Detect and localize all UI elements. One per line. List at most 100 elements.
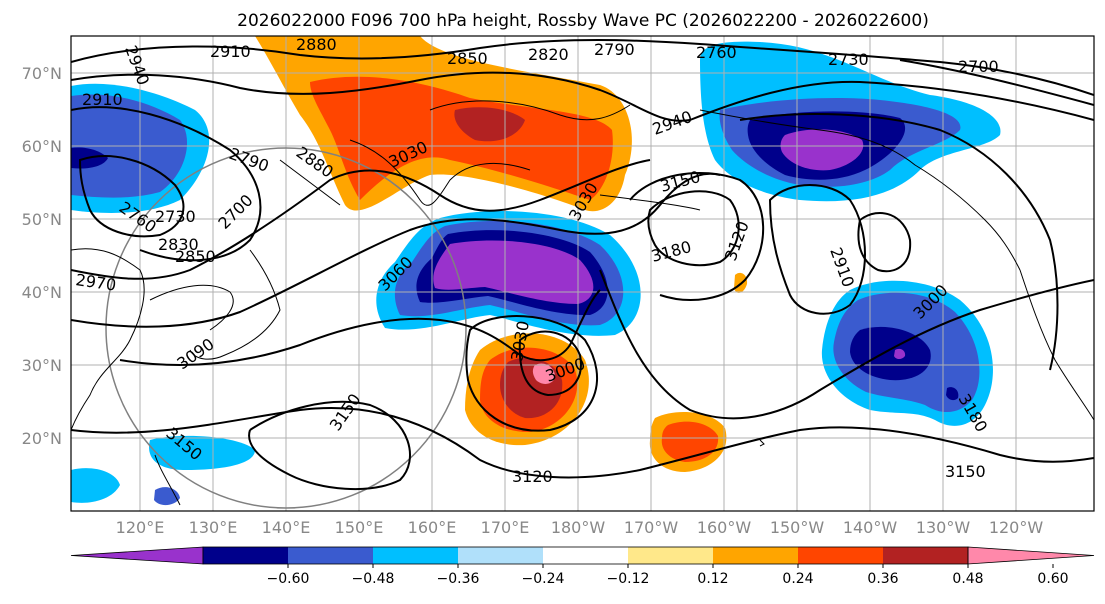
contour-low-ne	[857, 211, 912, 273]
coast-alaska	[699, 109, 1021, 271]
lat-label: 50°N	[22, 210, 62, 229]
colorbar-tick-label: −0.60	[267, 571, 310, 587]
lon-label: 160°W	[697, 518, 752, 537]
lon-label: 170°W	[624, 518, 679, 537]
contour-label: 3120	[512, 467, 553, 486]
colorbar-segment	[713, 547, 798, 564]
height-contours	[71, 39, 1094, 490]
contour-label: 2880	[296, 35, 337, 54]
coast-hawaii	[759, 439, 765, 447]
latitude-axis: 70°N 60°N 50°N 40°N 30°N 20°N	[22, 64, 62, 448]
contour-label: 2760	[696, 43, 737, 62]
lat-label: 40°N	[22, 283, 62, 302]
contour-2970	[71, 159, 651, 280]
shade-neg-sw	[149, 435, 255, 470]
colorbar-tick-label: −0.24	[522, 571, 565, 587]
colorbar-extend-high	[967, 546, 1095, 565]
coast-chukotka	[429, 100, 631, 121]
shade-neg-ak-4	[780, 129, 864, 171]
contour-label: 2850	[175, 247, 216, 266]
lat-label: 30°N	[22, 356, 62, 375]
colorbar-segment	[883, 547, 968, 564]
contour-label: 2850	[447, 49, 488, 68]
contour-3000	[518, 330, 582, 397]
lon-label: 130°W	[916, 518, 971, 537]
shade-neg-ne-4	[894, 348, 906, 359]
lon-label: 120°E	[116, 518, 165, 537]
contour-3150-w	[248, 400, 411, 490]
lon-label: 140°E	[262, 518, 311, 537]
shade-neg-cp-4	[433, 240, 594, 304]
colorbar-tick-label: 0.36	[867, 571, 898, 587]
colorbar-tick-label: 0.12	[697, 571, 728, 587]
lon-label: 150°W	[770, 518, 825, 537]
contour-label: 3150	[945, 462, 986, 481]
colorbar-tick-label: −0.12	[607, 571, 650, 587]
contour-3120-c	[629, 171, 765, 301]
longitude-axis: 120°E 130°E 140°E 150°E 160°E 170°E 180°…	[116, 518, 1044, 537]
shade-pos-st-4	[532, 363, 556, 384]
contour-label: 2790	[594, 40, 635, 59]
shade-neg-sw-2	[71, 468, 120, 503]
coast-aleutians	[599, 194, 701, 211]
lon-label: 140°W	[843, 518, 898, 537]
colorbar-segment	[543, 547, 628, 564]
contour-3030	[465, 315, 599, 432]
coast-japan	[189, 249, 281, 360]
contour-label: 2910	[82, 90, 123, 109]
colorbar-tick-label: −0.36	[437, 571, 480, 587]
colorbar-segment	[373, 547, 458, 564]
colorbar-segment	[203, 547, 288, 564]
colorbar: −0.60 −0.48 −0.36 −0.24 −0.12 0.12 0.24 0.36 0.4…	[70, 546, 1095, 587]
coast-asia	[71, 248, 145, 431]
contour-2940	[71, 71, 1094, 122]
contour-2850	[71, 39, 1094, 96]
shade-pos-small-2	[661, 421, 719, 462]
contour-3150-e	[599, 269, 1094, 420]
colorbar-segment	[288, 547, 373, 564]
contour-3180	[647, 190, 740, 267]
colorbar-frame	[202, 546, 969, 565]
contour-2730	[78, 155, 185, 238]
coast-philippines	[154, 454, 181, 506]
shade-pos-np-3	[454, 107, 525, 142]
contour-label: 2830	[158, 235, 199, 254]
colorbar-tick-label: 0.48	[952, 571, 983, 587]
contour-2700-e	[899, 59, 1094, 106]
lat-label: 60°N	[22, 137, 62, 156]
contour-label: 2820	[528, 45, 569, 64]
contour-2790	[71, 106, 262, 262]
map-frame	[70, 35, 1095, 512]
contour-3060	[71, 172, 721, 328]
coastlines	[71, 100, 1094, 506]
contour-label: 2700	[958, 57, 999, 76]
contour-label: 2730	[828, 50, 869, 69]
lon-label: 130°E	[189, 518, 238, 537]
contour-3000-e	[739, 113, 1059, 371]
lon-label: 160°E	[408, 518, 457, 537]
shade-neg-ne-5	[946, 387, 959, 401]
colorbar-tick-label: 0.60	[1037, 571, 1068, 587]
contour-2910-e	[768, 184, 866, 315]
lat-label: 70°N	[22, 64, 62, 83]
contour-label: 2910	[210, 42, 251, 61]
coast-korea	[149, 284, 234, 331]
contour-3120	[71, 407, 1094, 479]
contour-label: 2730	[155, 207, 196, 226]
coast-kamchatka	[349, 139, 531, 206]
colorbar-tick-label: 0.24	[782, 571, 813, 587]
lon-label: 170°E	[481, 518, 530, 537]
colorbar-segment	[458, 547, 543, 564]
lat-label: 20°N	[22, 429, 62, 448]
lon-label: 150°E	[335, 518, 384, 537]
range-circle	[105, 147, 467, 509]
figure-title: 2026022000 F096 700 hPa height, Rossby W…	[237, 11, 929, 31]
lon-label: 180°W	[551, 518, 606, 537]
colorbar-tick-label: −0.48	[352, 571, 395, 587]
contour-3090	[119, 289, 601, 366]
shade-pos-np-2	[310, 76, 613, 200]
colorbar-extend-low	[70, 546, 204, 565]
map-panel: 2910 2880 2850 2820 2790 2760 2730 2700 …	[70, 35, 1095, 512]
colorbar-segment	[798, 547, 883, 564]
